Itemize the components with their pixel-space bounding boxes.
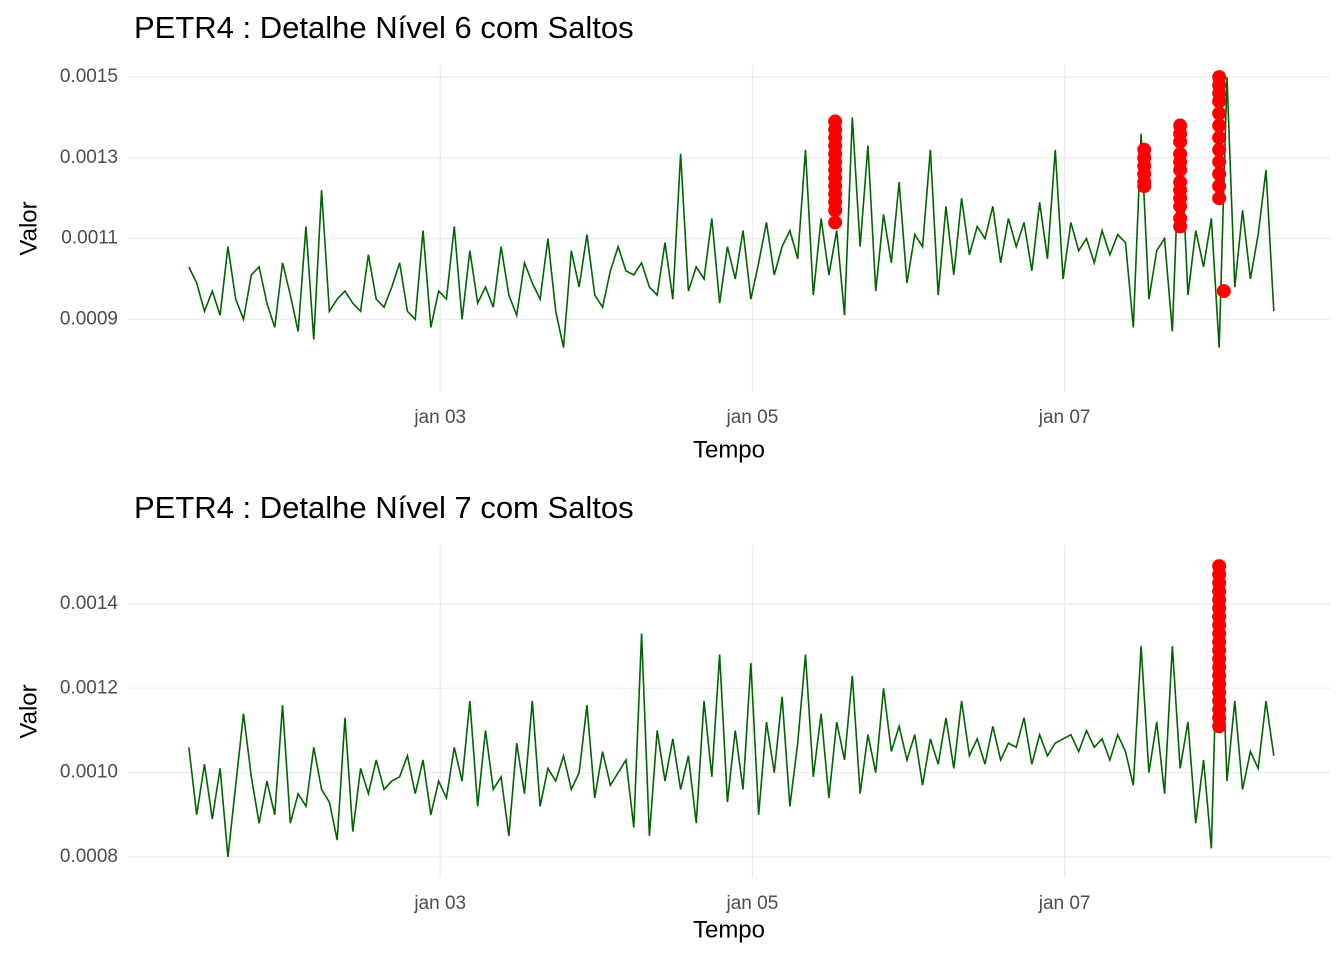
jump-point — [1212, 130, 1227, 145]
x-tick-label: jan 07 — [1038, 407, 1091, 428]
jump-point — [1173, 199, 1188, 214]
jump-point — [1173, 162, 1188, 177]
x-tick-label: jan 07 — [1038, 893, 1091, 914]
jump-point — [1212, 154, 1227, 169]
y-tick-label: 0.0010 — [60, 762, 118, 783]
x-axis-title: Tempo — [693, 436, 765, 463]
jump-point — [1212, 106, 1227, 121]
y-tick-label: 0.0013 — [60, 147, 118, 168]
chart-title: PETR4 : Detalhe Nível 6 com Saltos — [134, 10, 634, 45]
data-line — [188, 566, 1275, 858]
jump-point — [1212, 167, 1227, 181]
y-axis-title: Valor — [15, 684, 42, 738]
x-tick-label: jan 05 — [726, 893, 779, 914]
y-tick-label: 0.0015 — [60, 66, 118, 87]
jump-point — [1212, 142, 1227, 157]
y-tick-label: 0.0009 — [60, 308, 118, 329]
jump-point — [1212, 179, 1227, 194]
y-tick-label: 0.0011 — [61, 228, 118, 249]
jump-point — [828, 215, 843, 230]
x-tick-label: jan 03 — [413, 893, 466, 914]
jump-point — [1212, 719, 1227, 734]
x-axis-title: Tempo — [693, 916, 765, 943]
jump-point — [1212, 118, 1227, 133]
jump-point — [1173, 134, 1188, 149]
jump-point — [1212, 94, 1227, 109]
y-axis-title: Valor — [15, 201, 42, 255]
x-tick-label: jan 05 — [726, 407, 779, 428]
data-line — [188, 77, 1275, 348]
y-tick-label: 0.0008 — [60, 846, 118, 867]
x-tick-label: jan 03 — [413, 407, 466, 428]
jump-point — [1216, 284, 1231, 299]
jump-point — [828, 203, 843, 218]
y-tick-label: 0.0014 — [60, 593, 119, 614]
jump-point — [1212, 191, 1227, 206]
jump-point — [1137, 179, 1152, 194]
y-tick-label: 0.0012 — [60, 677, 118, 698]
jump-point — [1173, 219, 1188, 234]
chart-title: PETR4 : Detalhe Nível 7 com Saltos — [134, 490, 634, 525]
